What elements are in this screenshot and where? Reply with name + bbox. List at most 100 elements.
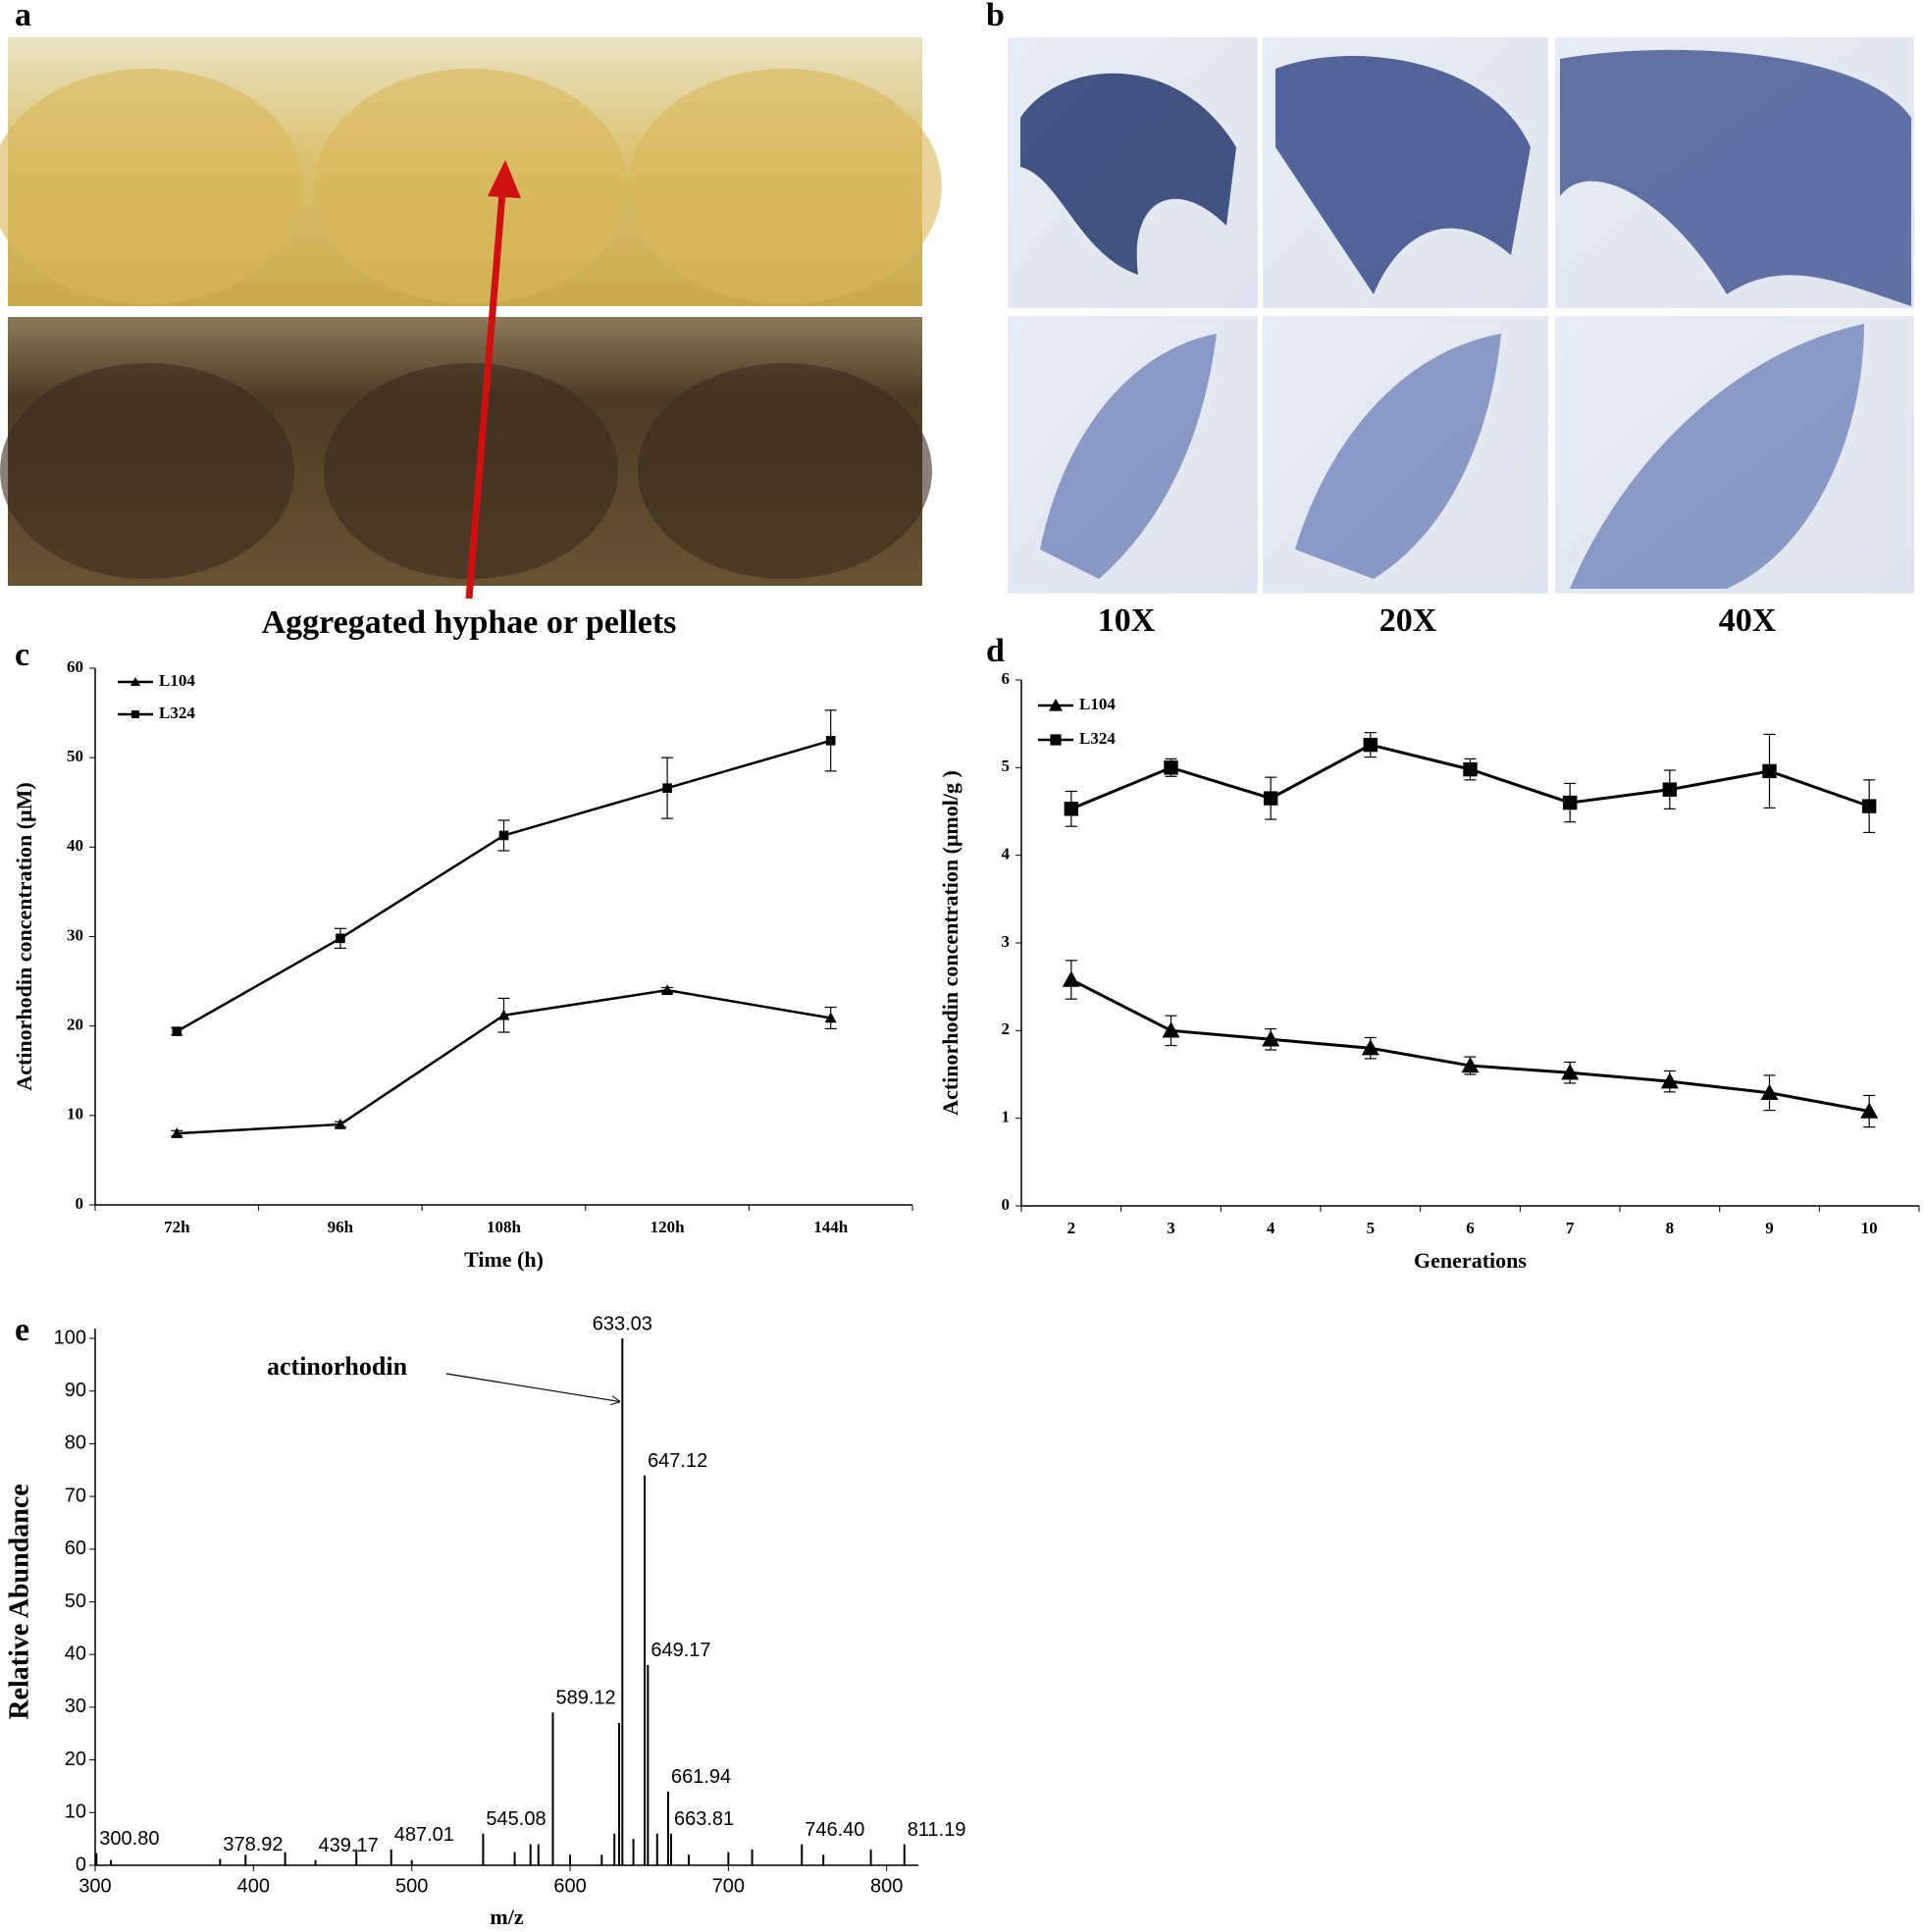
peak-label: 378.92 bbox=[223, 1834, 283, 1855]
x-tick-label: 3 bbox=[1167, 1219, 1175, 1237]
x-axis-label: Time (h) bbox=[464, 1247, 544, 1272]
panel-label: e bbox=[15, 1312, 29, 1348]
panel-b: b 10X 20X 40X bbox=[986, 0, 1914, 639]
y-tick-label: 100 bbox=[54, 1327, 86, 1348]
flask bbox=[628, 69, 942, 304]
chart-d: 0 1 2 3 4 5 6 2 3 4 5 6 7 8 9 10 Generations Actinorhodin… bbox=[938, 633, 1920, 1273]
marker bbox=[1363, 737, 1378, 753]
y-tick-label: 20 bbox=[67, 1016, 83, 1034]
y-tick-label: 6 bbox=[1002, 669, 1011, 688]
y-tick-label: 30 bbox=[67, 925, 83, 944]
y-axis-label: Actinorhodin concentration (μM) bbox=[12, 782, 36, 1090]
marker bbox=[1461, 1057, 1480, 1073]
peak-label: 649.17 bbox=[650, 1640, 710, 1661]
x-tick-label: 108h bbox=[487, 1218, 522, 1236]
hyphae bbox=[1275, 55, 1531, 295]
chart-e: 0 10 20 30 40 50 60 70 80 90 100 300 400 500 600 700 800… bbox=[4, 1312, 965, 1929]
x-tick-label: 2 bbox=[1067, 1219, 1076, 1237]
peak-label: 545.08 bbox=[486, 1808, 546, 1830]
peak-label: 439.17 bbox=[319, 1835, 379, 1856]
marker bbox=[1463, 761, 1478, 777]
marker bbox=[1760, 1083, 1779, 1100]
marker bbox=[1561, 1064, 1580, 1080]
marker bbox=[1860, 1102, 1879, 1119]
annotation-arrow bbox=[445, 1373, 619, 1401]
peak-label: 633.03 bbox=[593, 1313, 652, 1334]
marker bbox=[662, 783, 672, 793]
y-tick-label: 70 bbox=[65, 1485, 86, 1506]
panel-label: b bbox=[986, 0, 1005, 33]
x-tick-label: 144h bbox=[813, 1218, 849, 1236]
x-tick-label: 400 bbox=[237, 1875, 270, 1897]
x-tick-label: 9 bbox=[1765, 1219, 1774, 1237]
marker bbox=[1049, 699, 1063, 711]
x-tick-label: 120h bbox=[650, 1218, 686, 1236]
panel-label: a bbox=[15, 0, 31, 33]
peak-label: 300.80 bbox=[99, 1828, 159, 1850]
marker bbox=[497, 1009, 510, 1020]
y-tick-label: 80 bbox=[65, 1433, 86, 1454]
peak-label: 487.01 bbox=[394, 1824, 454, 1846]
legend-label: L104 bbox=[1079, 695, 1116, 713]
x-tick-label: 96h bbox=[328, 1218, 354, 1236]
marker bbox=[1662, 782, 1678, 797]
hyphae bbox=[1020, 73, 1236, 275]
marker bbox=[171, 1127, 183, 1138]
marker bbox=[1361, 1039, 1379, 1056]
magnification: 20X bbox=[1379, 602, 1437, 639]
marker bbox=[172, 1026, 182, 1036]
hyphae bbox=[1560, 49, 1911, 307]
marker bbox=[1861, 799, 1877, 813]
y-tick-label: 10 bbox=[65, 1801, 86, 1823]
marker bbox=[336, 933, 345, 944]
marker bbox=[1162, 1021, 1180, 1038]
flask bbox=[638, 363, 932, 579]
red-arrow bbox=[465, 181, 507, 600]
peak-label: 663.81 bbox=[674, 1808, 734, 1830]
y-tick-label: 60 bbox=[67, 657, 83, 676]
y-tick-label: 2 bbox=[1002, 1019, 1011, 1038]
legend-label: L104 bbox=[159, 671, 195, 690]
flask bbox=[0, 363, 294, 579]
marker bbox=[1050, 734, 1062, 746]
y-tick-label: 20 bbox=[65, 1749, 86, 1770]
y-tick-label: 90 bbox=[65, 1380, 86, 1401]
chart-c: 0 10 20 30 40 50 60 72h 96h 108h 120h 144h Time (h) A… bbox=[12, 637, 913, 1272]
y-tick-label: 3 bbox=[1002, 932, 1011, 951]
y-tick-label: 0 bbox=[76, 1194, 84, 1213]
peak-label: 589.12 bbox=[555, 1688, 615, 1709]
y-tick-label: 10 bbox=[67, 1105, 83, 1123]
y-tick-label: 0 bbox=[76, 1854, 86, 1875]
marker bbox=[824, 1012, 837, 1023]
peak-label: 746.40 bbox=[805, 1819, 864, 1841]
peak-label: 811.19 bbox=[908, 1819, 966, 1841]
peak-label: 647.12 bbox=[648, 1450, 707, 1472]
y-tick-label: 50 bbox=[67, 747, 83, 765]
y-tick-label: 1 bbox=[1002, 1108, 1011, 1126]
magnification: 40X bbox=[1719, 602, 1777, 639]
marker bbox=[1064, 802, 1079, 816]
marker bbox=[131, 710, 139, 718]
hyphae bbox=[1570, 324, 1864, 589]
peak-label: 661.94 bbox=[671, 1766, 731, 1788]
y-tick-label: 60 bbox=[65, 1538, 86, 1559]
marker bbox=[1562, 795, 1578, 810]
marker bbox=[825, 736, 836, 746]
legend-label: L324 bbox=[1079, 729, 1116, 748]
x-axis-label: Generations bbox=[1414, 1248, 1527, 1273]
marker bbox=[1062, 970, 1080, 987]
marker bbox=[1262, 1030, 1280, 1047]
x-tick-label: 700 bbox=[712, 1875, 745, 1897]
arrow-head bbox=[488, 160, 521, 198]
hyphae bbox=[1040, 334, 1217, 579]
panel-a: a Aggregated hyphae or pellets bbox=[0, 0, 942, 641]
y-tick-label: 5 bbox=[1002, 757, 1011, 775]
y-tick-label: 4 bbox=[1002, 845, 1011, 863]
legend-label: L324 bbox=[159, 704, 195, 722]
x-tick-label: 600 bbox=[553, 1875, 586, 1897]
x-tick-label: 8 bbox=[1666, 1219, 1675, 1237]
x-tick-label: 500 bbox=[395, 1875, 428, 1897]
flask bbox=[314, 69, 628, 304]
y-tick-label: 40 bbox=[65, 1643, 86, 1664]
